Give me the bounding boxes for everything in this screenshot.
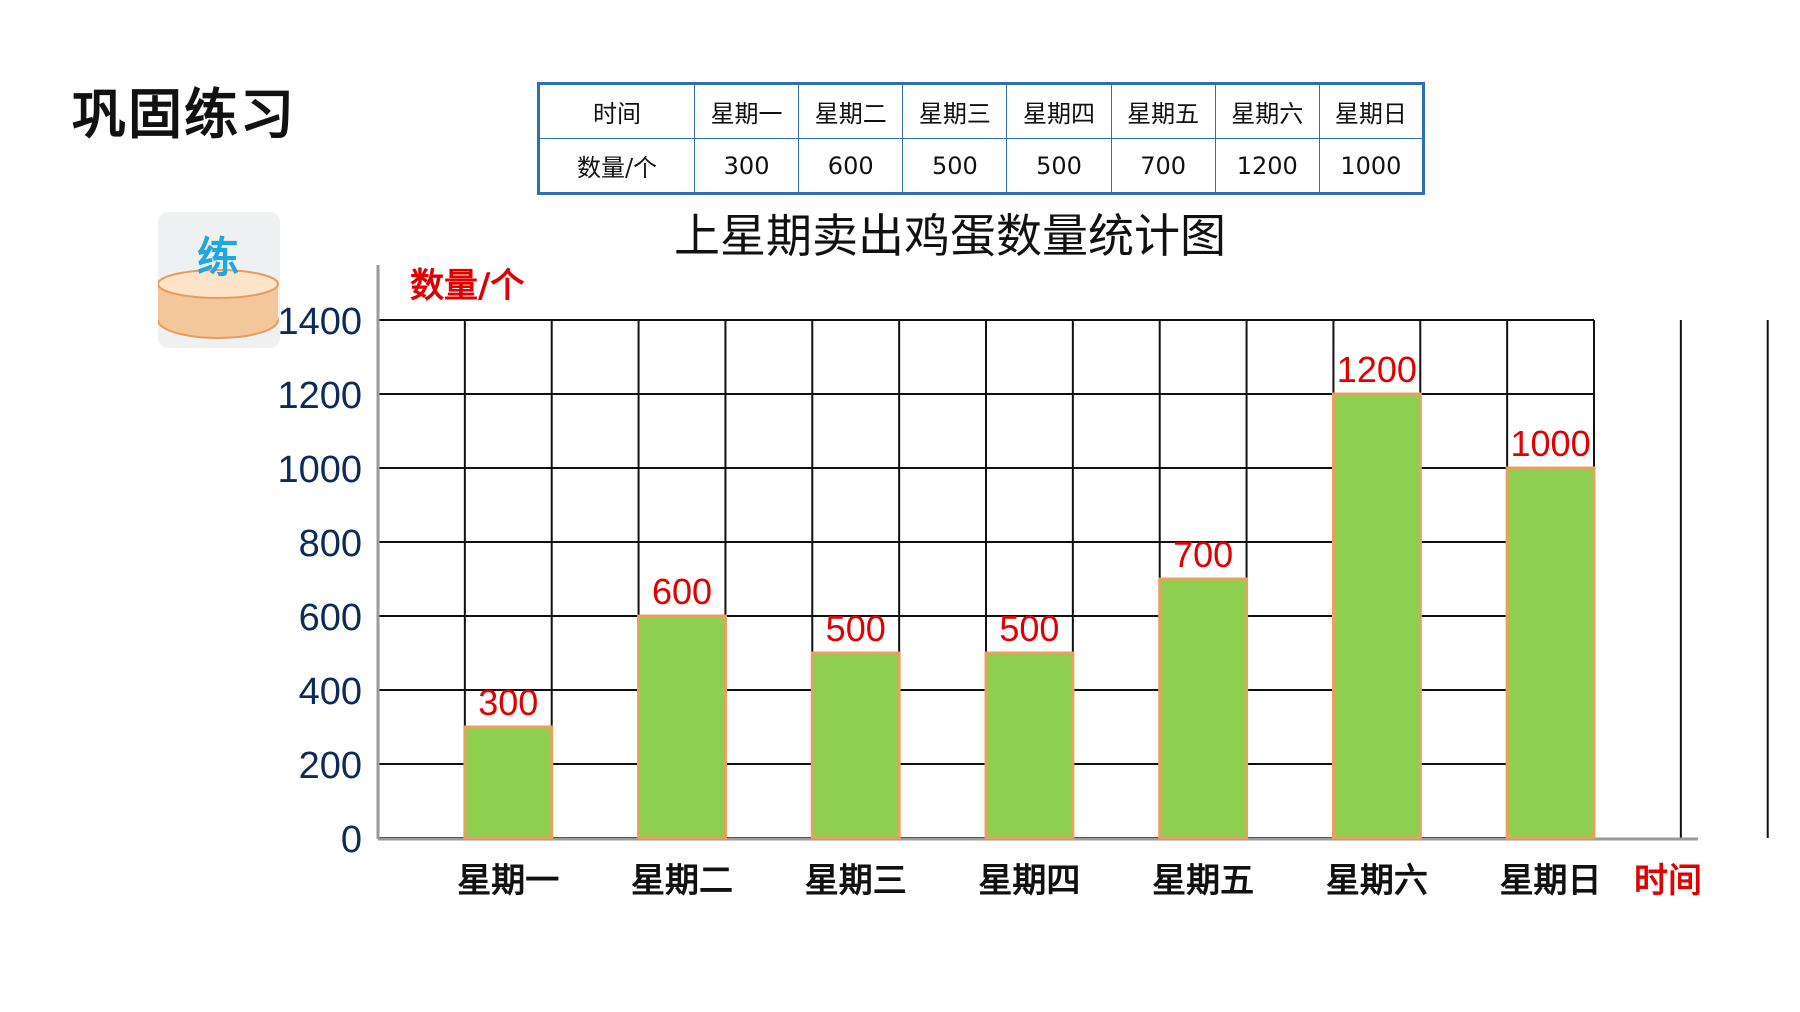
y-tick-label: 400 xyxy=(299,671,362,713)
y-tick-label: 200 xyxy=(299,745,362,787)
table-day: 星期四 xyxy=(1006,83,1112,139)
y-tick-label: 600 xyxy=(299,597,362,639)
table-day: 星期二 xyxy=(798,83,904,139)
y-tick-label: 1200 xyxy=(277,375,362,417)
x-axis-label: 时间 xyxy=(1634,861,1702,901)
y-tick-label: 1400 xyxy=(277,301,362,343)
x-tick-label: 星期六 xyxy=(1326,861,1428,901)
bar xyxy=(1158,577,1249,840)
bar xyxy=(1505,466,1596,840)
table-day: 星期日 xyxy=(1318,83,1425,139)
data-table: 时间 星期一 星期二 星期三 星期四 星期五 星期六 星期日 数量/个 300 … xyxy=(537,82,1425,195)
table-row-label: 数量/个 xyxy=(538,138,695,194)
table-day: 星期三 xyxy=(902,83,1008,139)
page-heading: 巩固练习 xyxy=(72,83,296,146)
practice-badge-icon: 练 xyxy=(158,212,280,348)
bar-value-label: 700 xyxy=(1173,534,1233,575)
bar-value-label: 500 xyxy=(999,608,1059,649)
bar-value-label: 300 xyxy=(478,682,538,723)
bar xyxy=(463,725,554,840)
table-value: 1000 xyxy=(1318,138,1425,194)
bar-value-label: 500 xyxy=(826,608,886,649)
table-day: 星期六 xyxy=(1214,83,1320,139)
bar xyxy=(984,651,1075,840)
bar-value-label: 600 xyxy=(652,571,712,612)
table-value-row: 数量/个 300 600 500 500 700 1200 1000 xyxy=(538,138,1425,194)
x-tick-label: 星期一 xyxy=(457,861,559,901)
table-day: 星期五 xyxy=(1110,83,1216,139)
y-tick-label: 0 xyxy=(341,819,362,861)
badge-label: 练 xyxy=(197,233,239,282)
table-value: 500 xyxy=(1006,138,1112,194)
table-value: 500 xyxy=(902,138,1008,194)
bar xyxy=(810,651,901,840)
table-value: 1200 xyxy=(1214,138,1320,194)
table-value: 700 xyxy=(1110,138,1216,194)
table-value: 300 xyxy=(693,138,800,194)
y-tick-label: 1000 xyxy=(277,449,362,491)
bar xyxy=(637,614,727,840)
x-tick-label: 星期五 xyxy=(1152,861,1254,901)
bar xyxy=(1331,392,1422,840)
y-axis-label: 数量/个 xyxy=(410,266,524,306)
bar-value-label: 1200 xyxy=(1337,349,1417,390)
chart-title: 上星期卖出鸡蛋数量统计图 xyxy=(674,209,1226,263)
bar-value-label: 1000 xyxy=(1511,423,1591,464)
x-tick-label: 星期三 xyxy=(805,861,907,901)
x-tick-label: 星期四 xyxy=(978,861,1080,901)
table-header-label: 时间 xyxy=(538,83,695,139)
y-tick-label: 800 xyxy=(299,523,362,565)
table-header-row: 时间 星期一 星期二 星期三 星期四 星期五 星期六 星期日 xyxy=(538,83,1425,139)
x-tick-label: 星期日 xyxy=(1500,861,1602,901)
table-day: 星期一 xyxy=(693,83,800,139)
x-tick-label: 星期二 xyxy=(631,861,733,901)
table-value: 600 xyxy=(798,138,904,194)
